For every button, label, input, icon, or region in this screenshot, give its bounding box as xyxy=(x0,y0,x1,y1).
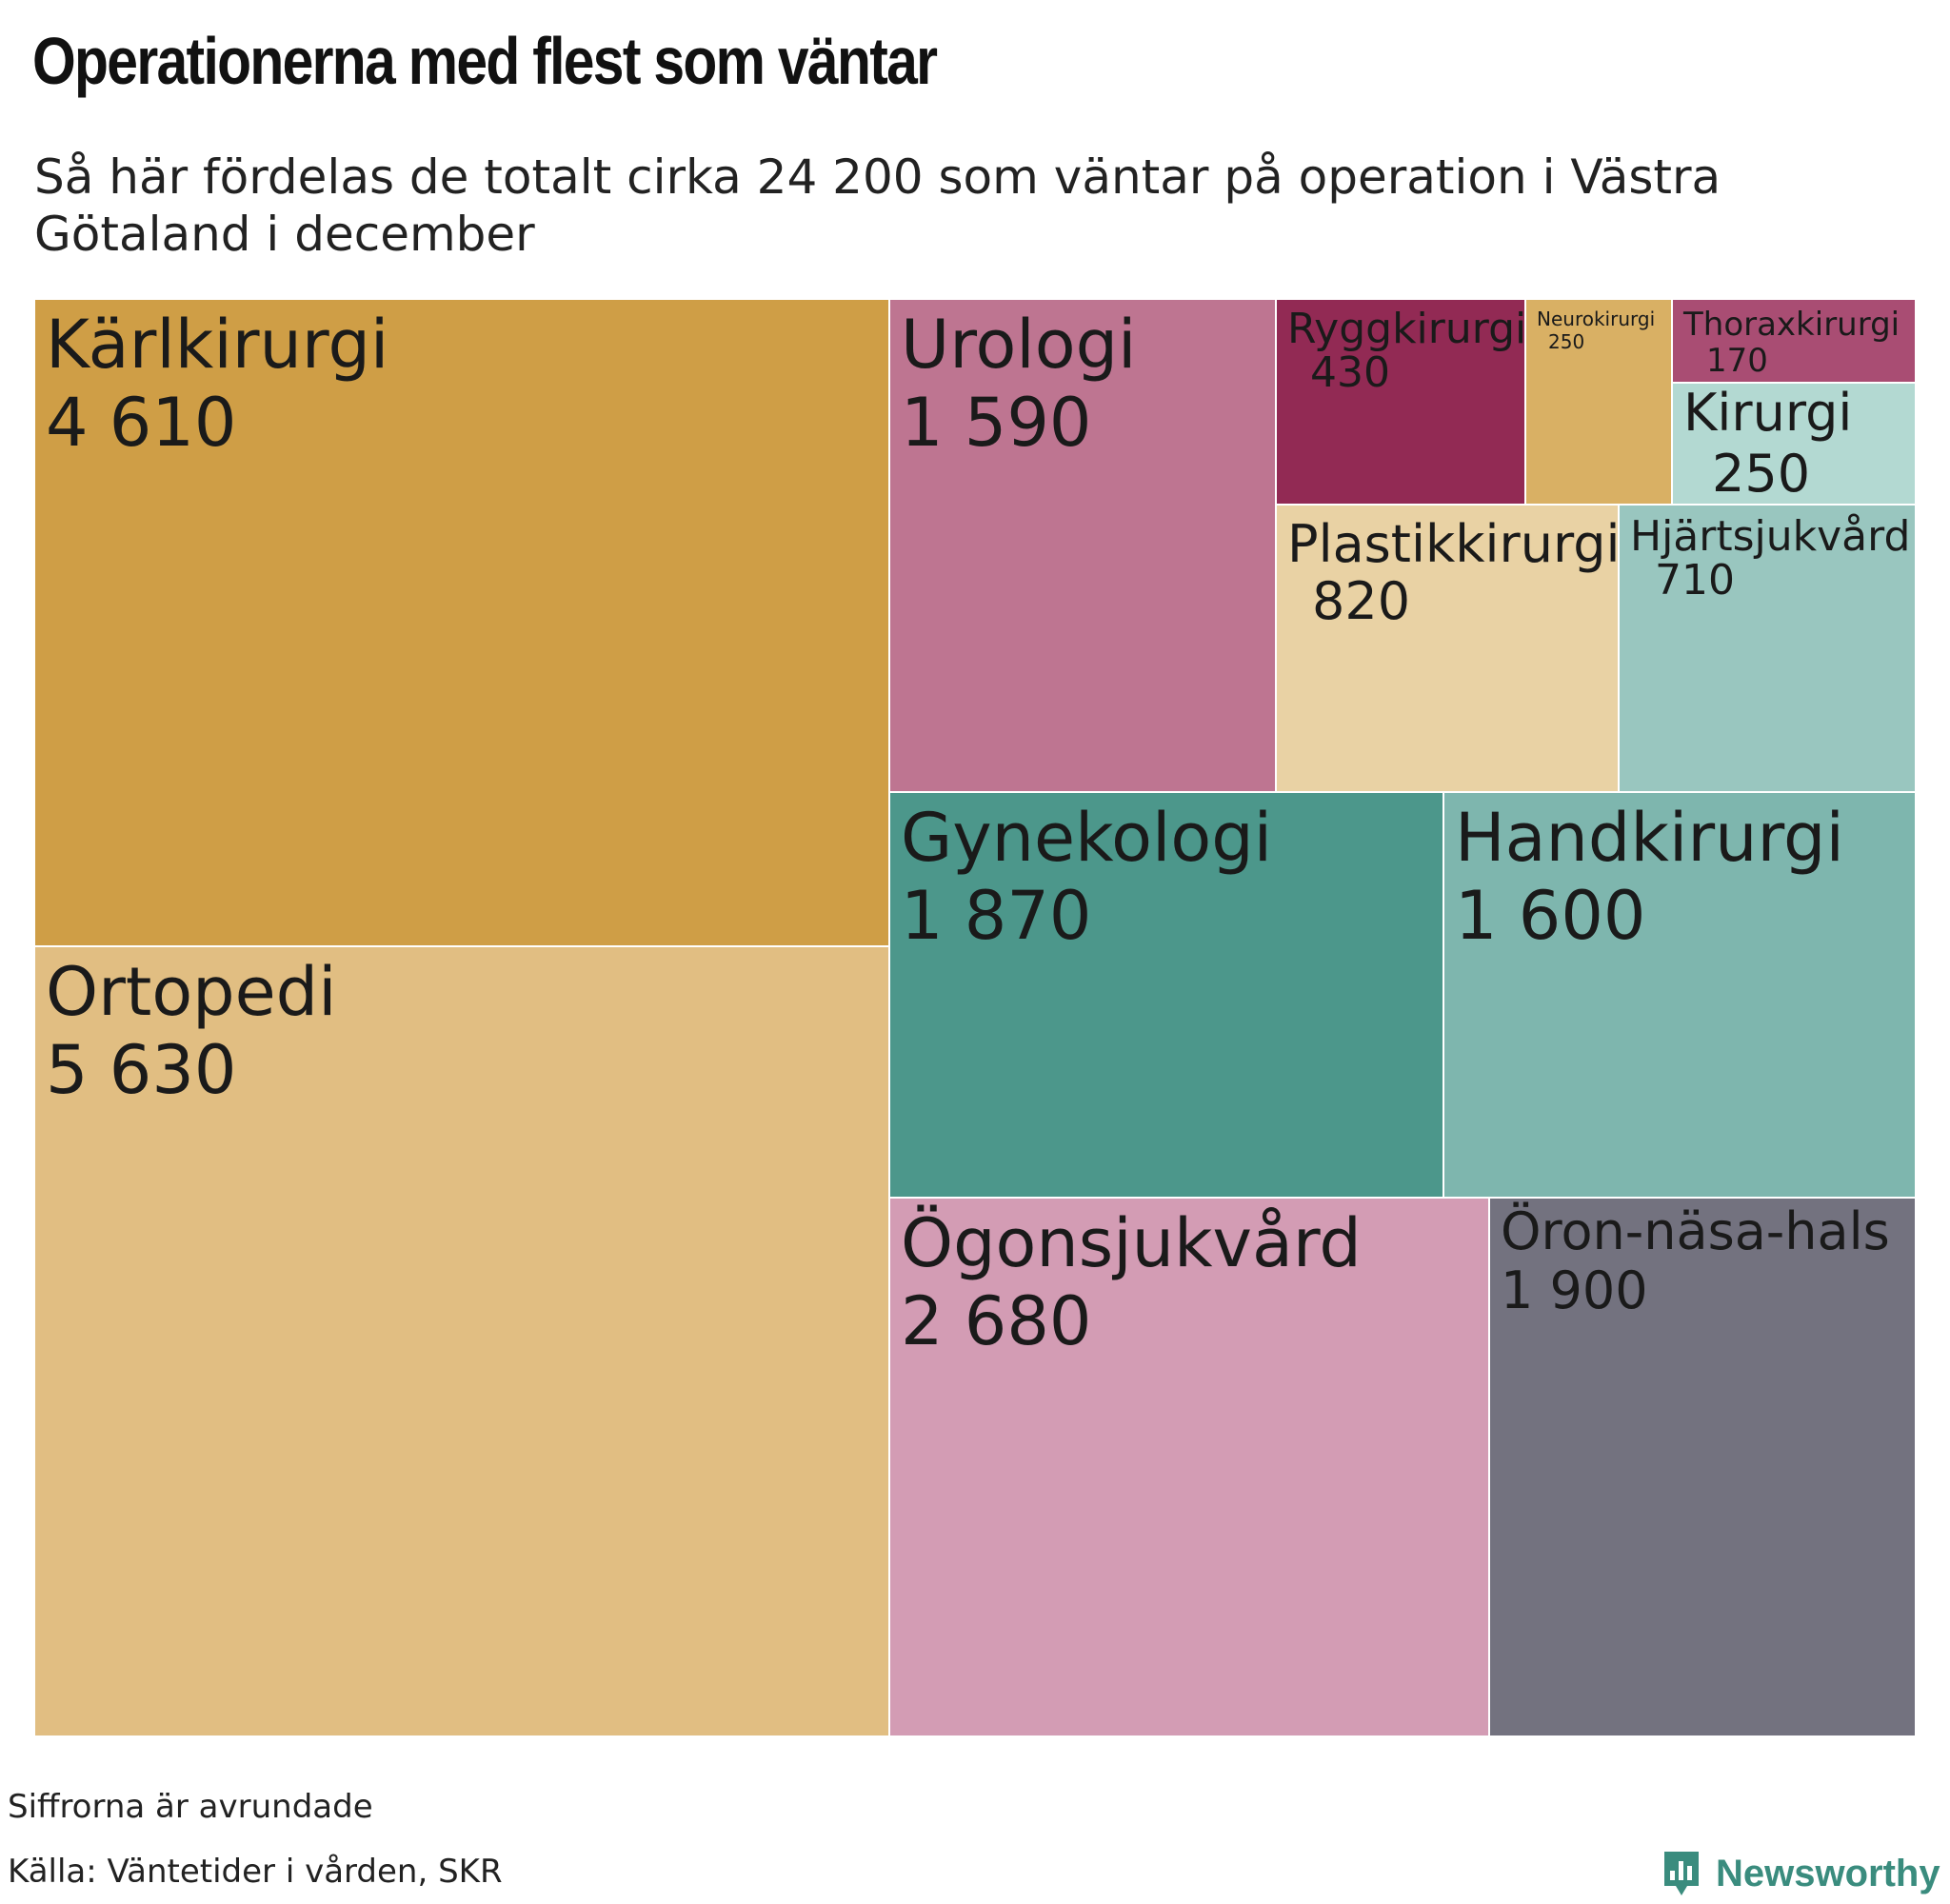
brand-name: Newsworthy xyxy=(1716,1852,1940,1894)
tile-rect-plastikkirurgi xyxy=(1275,504,1620,793)
tile-value-thoraxkirurgi: 170 xyxy=(1706,342,1768,380)
tile-rect-handkirurgi xyxy=(1443,791,1917,1199)
tile-rect-thoraxkirurgi xyxy=(1671,298,1917,384)
tile-rect-hjartsjukvard xyxy=(1618,504,1917,793)
brand-logo: Newsworthy xyxy=(1661,1847,1940,1900)
tile-value-gynekologi: 1 870 xyxy=(901,877,1091,955)
rounding-note: Siffrorna är avrundade xyxy=(8,1788,373,1826)
tile-label-ortopedi: Ortopedi xyxy=(46,953,337,1031)
tile-label-kirurgi: Kirurgi xyxy=(1683,383,1852,443)
chart-subtitle: Så här fördelas de totalt cirka 24 200 s… xyxy=(34,149,1721,262)
tile-label-oron-nasa-hals: Öron-näsa-hals xyxy=(1501,1201,1890,1261)
tile-rect-ortopedi xyxy=(33,945,890,1737)
tile-value-ryggkirurgi: 430 xyxy=(1310,348,1390,397)
tile-rect-gynekologi xyxy=(888,791,1444,1199)
tile-label-gynekologi: Gynekologi xyxy=(901,799,1272,877)
tile-value-kirurgi: 250 xyxy=(1712,444,1810,504)
tile-value-neurokirurgi: 250 xyxy=(1548,330,1584,353)
tile-value-ogonsjukvard: 2 680 xyxy=(901,1282,1091,1360)
tile-rect-oron-nasa-hals xyxy=(1488,1197,1917,1737)
tile-value-plastikkirurgi: 820 xyxy=(1312,571,1410,631)
tile-value-handkirurgi: 1 600 xyxy=(1455,877,1645,955)
newsworthy-logo-icon xyxy=(1664,1852,1699,1895)
tile-label-handkirurgi: Handkirurgi xyxy=(1455,799,1844,877)
tile-label-thoraxkirurgi: Thoraxkirurgi xyxy=(1682,306,1900,344)
tile-label-neurokirurgi: Neurokirurgi xyxy=(1537,307,1655,330)
tile-value-karlkirurgi: 4 610 xyxy=(46,384,236,462)
tile-label-urologi: Urologi xyxy=(901,306,1136,384)
tile-value-urologi: 1 590 xyxy=(901,384,1091,462)
tile-label-ryggkirurgi: Ryggkirurgi xyxy=(1287,305,1526,353)
chart-title: Operationerna med flest som väntar xyxy=(32,24,938,98)
tile-label-hjartsjukvard: Hjärtsjukvård xyxy=(1630,512,1910,561)
tile-value-ortopedi: 5 630 xyxy=(46,1031,236,1109)
tile-label-karlkirurgi: Kärlkirurgi xyxy=(46,306,388,384)
tile-value-oron-nasa-hals: 1 900 xyxy=(1501,1260,1648,1320)
tile-label-plastikkirurgi: Plastikkirurgi xyxy=(1287,514,1620,574)
source-note: Källa: Väntetider i vården, SKR xyxy=(8,1853,503,1891)
tile-value-hjartsjukvard: 710 xyxy=(1655,556,1735,605)
tile-label-ogonsjukvard: Ögonsjukvård xyxy=(901,1204,1362,1282)
tile-rect-kirurgi xyxy=(1671,382,1917,506)
